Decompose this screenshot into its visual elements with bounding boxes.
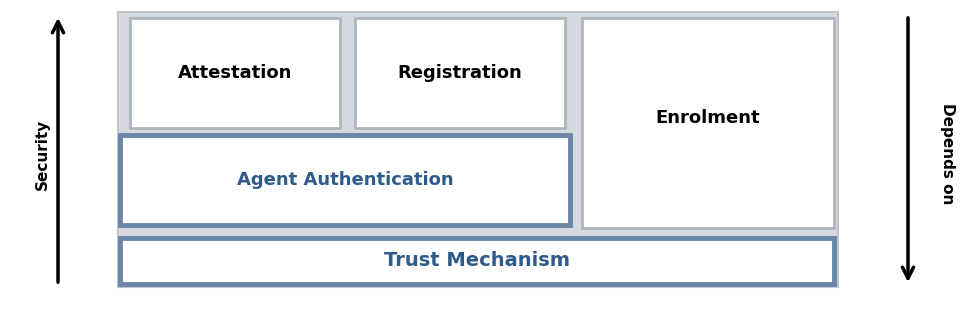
Text: Agent Authentication: Agent Authentication bbox=[237, 171, 454, 189]
Text: Enrolment: Enrolment bbox=[656, 109, 760, 127]
Bar bbox=[582, 18, 834, 228]
Text: Registration: Registration bbox=[397, 64, 522, 82]
Text: Trust Mechanism: Trust Mechanism bbox=[384, 252, 570, 270]
Text: Attestation: Attestation bbox=[178, 64, 292, 82]
Text: Depends on: Depends on bbox=[941, 103, 955, 205]
Bar bbox=[120, 135, 570, 225]
Bar bbox=[355, 18, 565, 128]
Bar bbox=[130, 18, 340, 128]
Text: Security: Security bbox=[35, 118, 49, 190]
Bar bbox=[120, 238, 834, 284]
Bar bbox=[118, 12, 838, 287]
